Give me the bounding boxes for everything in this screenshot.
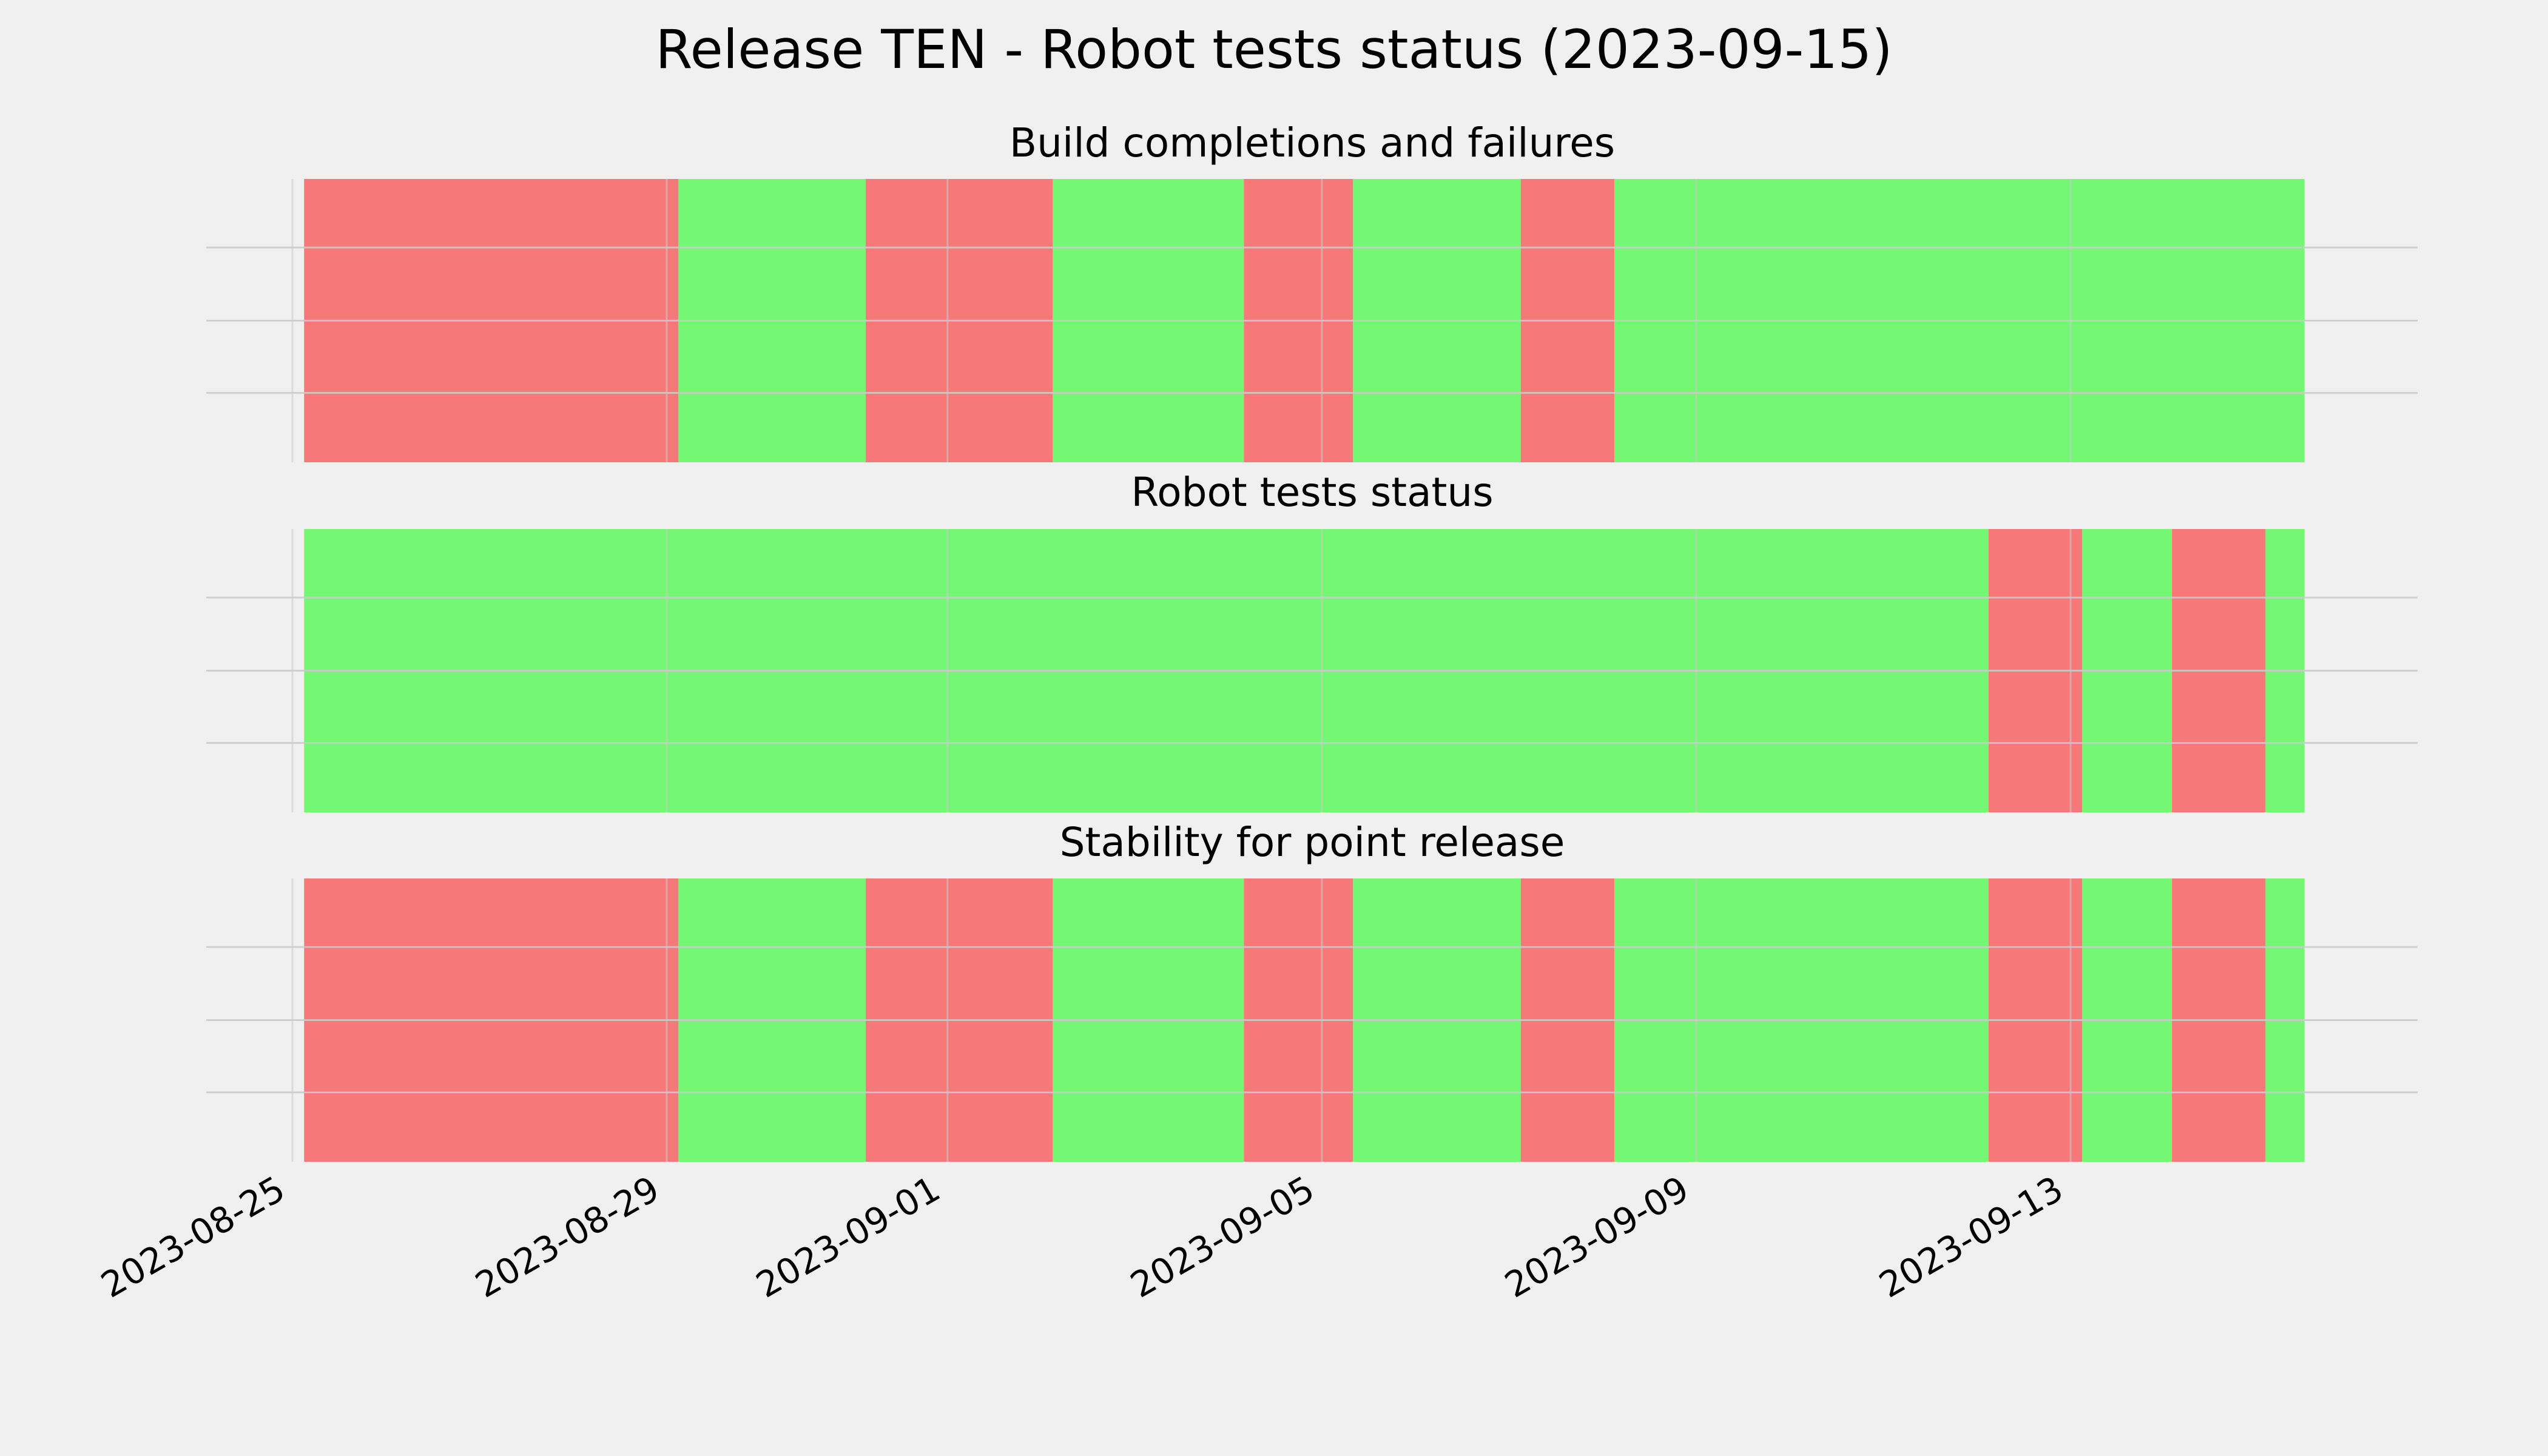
- panel-2: Robot tests status: [206, 469, 2418, 812]
- panel-title: Build completions and failures: [1009, 120, 1615, 166]
- panels-group: Build completions and failures Robot test…: [206, 120, 2418, 1162]
- panel-title: Robot tests status: [1131, 469, 1493, 516]
- panel-title: Stability for point release: [1060, 819, 1565, 866]
- panel-3: Stability for point release: [206, 819, 2418, 1162]
- chart-title: Release TEN - Robot tests status (2023-0…: [655, 18, 1892, 81]
- panel-1: Build completions and failures: [206, 120, 2418, 462]
